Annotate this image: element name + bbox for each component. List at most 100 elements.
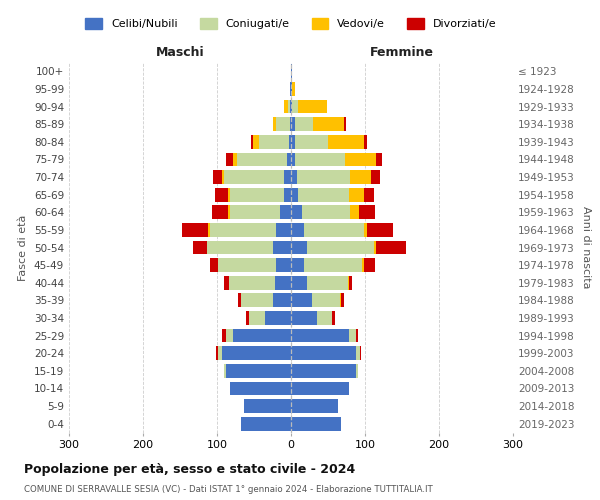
Bar [295, 135, 328, 148]
Bar [224, 276, 229, 289]
Bar [230, 206, 280, 219]
Bar [290, 82, 291, 96]
Bar [356, 364, 358, 378]
Bar [291, 100, 292, 114]
Bar [291, 364, 356, 378]
Bar [364, 135, 367, 148]
Bar [253, 135, 259, 148]
Bar [349, 188, 364, 202]
Y-axis label: Fasce di età: Fasce di età [19, 214, 28, 280]
Bar [295, 152, 345, 166]
Bar [222, 328, 226, 342]
Bar [290, 100, 291, 114]
Bar [275, 276, 291, 289]
Bar [209, 258, 218, 272]
Bar [272, 240, 291, 254]
Bar [289, 135, 291, 148]
Bar [291, 240, 307, 254]
Bar [222, 346, 291, 360]
Bar [238, 294, 241, 307]
Bar [215, 188, 228, 202]
Bar [291, 382, 349, 396]
Bar [249, 311, 265, 325]
Bar [259, 135, 289, 148]
Bar [332, 311, 335, 325]
Text: COMUNE DI SERRAVALLE SESIA (VC) - Dati ISTAT 1° gennaio 2024 - Elaborazione TUTT: COMUNE DI SERRAVALLE SESIA (VC) - Dati I… [24, 485, 433, 494]
Bar [230, 188, 284, 202]
Bar [226, 328, 233, 342]
Bar [297, 170, 350, 184]
Bar [359, 206, 376, 219]
Bar [291, 276, 307, 289]
Bar [214, 170, 222, 184]
Bar [360, 346, 361, 360]
Bar [291, 417, 341, 430]
Bar [291, 399, 338, 413]
Bar [304, 223, 364, 237]
Y-axis label: Anni di nascita: Anni di nascita [581, 206, 591, 289]
Bar [340, 294, 341, 307]
Legend: Celibi/Nubili, Coniugati/e, Vedovi/e, Divorziati/e: Celibi/Nubili, Coniugati/e, Vedovi/e, Di… [85, 18, 497, 29]
Bar [341, 294, 344, 307]
Bar [291, 135, 295, 148]
Bar [291, 294, 312, 307]
Bar [291, 118, 295, 131]
Bar [291, 64, 292, 78]
Bar [345, 152, 376, 166]
Bar [265, 311, 291, 325]
Bar [224, 170, 284, 184]
Bar [349, 276, 352, 289]
Bar [280, 206, 291, 219]
Bar [291, 206, 302, 219]
Bar [276, 223, 291, 237]
Bar [348, 276, 349, 289]
Bar [287, 152, 291, 166]
Bar [276, 118, 290, 131]
Bar [295, 118, 313, 131]
Text: Maschi: Maschi [155, 46, 205, 59]
Bar [229, 276, 275, 289]
Bar [237, 152, 287, 166]
Bar [246, 311, 249, 325]
Bar [272, 294, 291, 307]
Bar [362, 258, 364, 272]
Bar [356, 346, 360, 360]
Bar [233, 152, 237, 166]
Bar [228, 206, 230, 219]
Text: Popolazione per età, sesso e stato civile - 2024: Popolazione per età, sesso e stato civil… [24, 462, 355, 475]
Bar [307, 240, 374, 254]
Bar [371, 170, 380, 184]
Bar [298, 188, 349, 202]
Bar [241, 417, 291, 430]
Bar [349, 328, 356, 342]
Bar [208, 223, 209, 237]
Bar [208, 240, 272, 254]
Bar [350, 206, 359, 219]
Bar [291, 152, 295, 166]
Bar [228, 188, 230, 202]
Bar [350, 170, 371, 184]
Bar [364, 223, 367, 237]
Bar [241, 294, 272, 307]
Bar [224, 364, 226, 378]
Bar [317, 311, 332, 325]
Bar [291, 188, 298, 202]
Bar [276, 258, 291, 272]
Bar [182, 223, 208, 237]
Bar [212, 206, 228, 219]
Bar [206, 240, 208, 254]
Bar [291, 328, 349, 342]
Bar [364, 258, 374, 272]
Bar [298, 100, 326, 114]
Bar [304, 258, 362, 272]
Bar [230, 382, 291, 396]
Bar [292, 100, 298, 114]
Bar [291, 223, 304, 237]
Bar [367, 223, 393, 237]
Bar [374, 240, 376, 254]
Bar [209, 223, 276, 237]
Bar [284, 100, 288, 114]
Bar [364, 188, 374, 202]
Bar [284, 188, 291, 202]
Bar [284, 170, 291, 184]
